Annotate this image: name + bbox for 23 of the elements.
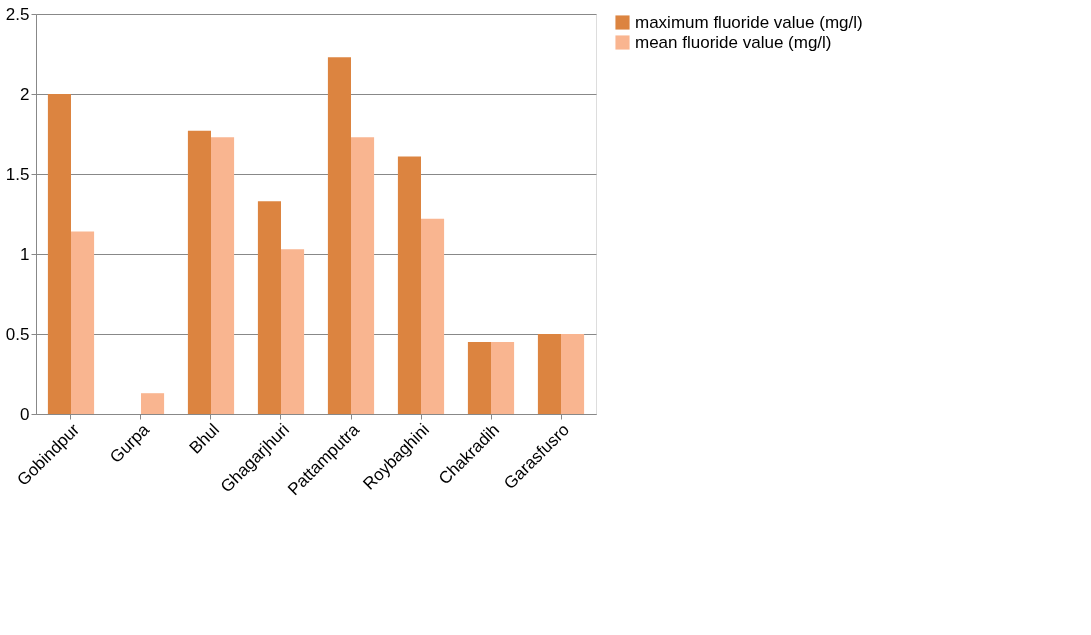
bar <box>397 156 421 414</box>
bar <box>537 334 561 414</box>
bar <box>141 393 165 414</box>
y-tick-label: 1 <box>20 244 30 264</box>
y-tick-label: 0.5 <box>5 324 30 344</box>
bar <box>327 57 351 414</box>
y-tick-label: 2 <box>20 84 30 104</box>
legend-label: mean fluoride value (mg/l) <box>635 32 832 52</box>
bar <box>71 231 95 414</box>
bar <box>47 94 71 414</box>
bar <box>467 342 491 414</box>
bar <box>421 218 445 414</box>
bar <box>187 130 211 414</box>
bar <box>561 334 585 414</box>
y-tick-label: 2.5 <box>5 4 30 24</box>
legend-label: maximum fluoride value (mg/l) <box>635 12 863 32</box>
y-tick-label: 0 <box>20 404 30 424</box>
bar <box>351 137 375 414</box>
y-tick-label: 1.5 <box>5 164 30 184</box>
bar <box>281 249 305 414</box>
bar <box>491 342 515 414</box>
bar <box>211 137 235 414</box>
bar <box>257 201 281 414</box>
